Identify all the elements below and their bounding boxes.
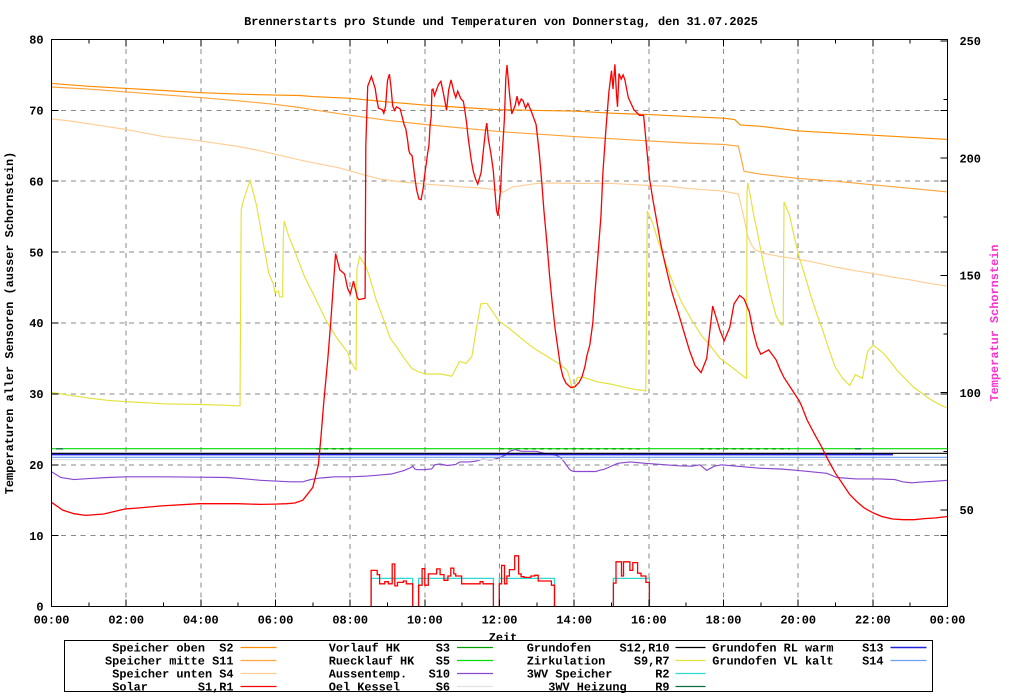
svg-text:04:00: 04:00 (183, 613, 219, 627)
svg-text:Speicher oben S2: Speicher oben S2 (112, 642, 233, 656)
svg-text:Temperatur Schornstein: Temperatur Schornstein (988, 245, 1002, 402)
svg-text:0: 0 (36, 601, 43, 615)
svg-text:Temperaturen aller Sensoren (a: Temperaturen aller Sensoren (ausser Scho… (3, 152, 17, 495)
svg-text:14:00: 14:00 (556, 613, 592, 627)
svg-text:3WV Heizung R9: 3WV Heizung R9 (548, 681, 669, 695)
svg-text:02:00: 02:00 (108, 613, 144, 627)
svg-text:Vorlauf HK S3: Vorlauf HK S3 (329, 642, 450, 656)
svg-text:60: 60 (29, 175, 43, 189)
svg-text:Solar S1,R1: Solar S1,R1 (112, 681, 233, 695)
svg-text:Ruecklauf HK S5: Ruecklauf HK S5 (329, 655, 450, 669)
svg-text:10: 10 (29, 530, 43, 544)
svg-text:70: 70 (29, 105, 43, 119)
svg-text:3WV Speicher R2: 3WV Speicher R2 (527, 668, 670, 682)
svg-text:250: 250 (960, 35, 981, 49)
svg-text:Speicher unten S4: Speicher unten S4 (112, 668, 233, 682)
svg-text:200: 200 (960, 152, 981, 166)
svg-text:Zirkulation S9,R7: Zirkulation S9,R7 (527, 655, 670, 669)
svg-text:20: 20 (29, 459, 43, 473)
svg-text:00:00: 00:00 (930, 613, 966, 627)
svg-text:Grundofen S12,R10: Grundofen S12,R10 (527, 642, 670, 656)
svg-text:Grundofen RL warm S13: Grundofen RL warm S13 (712, 642, 883, 656)
svg-text:80: 80 (29, 34, 43, 48)
svg-text:18:00: 18:00 (706, 613, 742, 627)
svg-text:100: 100 (960, 387, 981, 401)
svg-text:50: 50 (960, 504, 974, 518)
svg-text:Aussentemp. S10: Aussentemp. S10 (329, 668, 450, 682)
svg-text:150: 150 (960, 270, 981, 284)
svg-text:30: 30 (29, 388, 43, 402)
svg-text:50: 50 (29, 246, 43, 260)
svg-text:Grundofen VL kalt S14: Grundofen VL kalt S14 (712, 655, 883, 669)
svg-text:00:00: 00:00 (34, 613, 70, 627)
svg-text:22:00: 22:00 (855, 613, 891, 627)
svg-text:Oel Kessel S6: Oel Kessel S6 (329, 681, 450, 695)
svg-text:16:00: 16:00 (631, 613, 667, 627)
svg-text:10:00: 10:00 (407, 613, 443, 627)
svg-text:06:00: 06:00 (258, 613, 294, 627)
svg-text:40: 40 (29, 317, 43, 331)
svg-text:12:00: 12:00 (482, 613, 518, 627)
svg-text:Brennerstarts pro Stunde und T: Brennerstarts pro Stunde und Temperature… (244, 15, 758, 29)
svg-text:20:00: 20:00 (780, 613, 816, 627)
svg-text:08:00: 08:00 (332, 613, 368, 627)
svg-text:Speicher mitte S11: Speicher mitte S11 (105, 655, 233, 669)
